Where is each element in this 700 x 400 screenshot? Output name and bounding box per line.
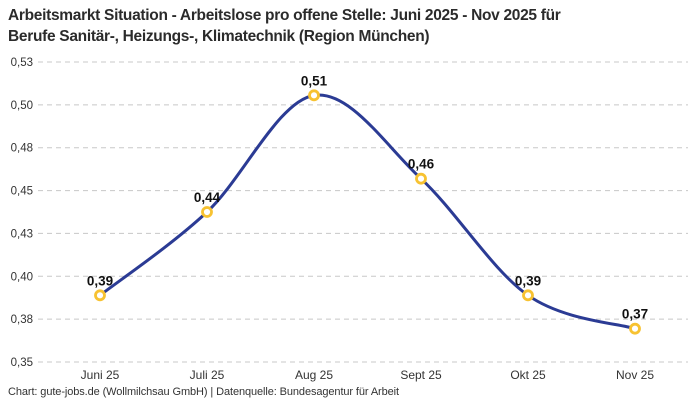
x-axis-tick-label: Juli 25 [190, 368, 225, 382]
data-point-value-label: 0,44 [194, 190, 221, 205]
data-point-value-label: 0,51 [301, 73, 328, 88]
x-axis-tick-label: Nov 25 [616, 368, 654, 382]
x-axis-tick-label: Sept 25 [400, 368, 442, 382]
data-point-value-label: 0,39 [87, 273, 113, 288]
chart-title-line1: Arbeitsmarkt Situation - Arbeitslose pro… [8, 7, 561, 24]
data-point-value-label: 0,46 [408, 157, 435, 172]
chart-title: Arbeitsmarkt Situation - Arbeitslose pro… [8, 5, 696, 47]
data-point-value-label: 0,37 [622, 307, 648, 322]
y-axis-tick-label: 0,53 [11, 57, 33, 69]
data-point-marker [94, 289, 106, 302]
y-axis-tick-label: 0,40 [11, 271, 33, 283]
x-axis-tick-label: Juni 25 [81, 368, 120, 382]
x-axis-tick-label: Okt 25 [510, 368, 546, 382]
y-axis-tick-label: 0,50 [11, 100, 33, 112]
data-point-marker [522, 289, 534, 302]
chart-title-line2: Berufe Sanitär-, Heizungs-, Klimatechnik… [8, 28, 430, 45]
y-axis-tick-label: 0,38 [11, 314, 33, 326]
y-axis-tick-label: 0,35 [11, 357, 33, 369]
data-point-marker [201, 206, 213, 218]
data-point-marker [308, 89, 320, 102]
data-point-marker [629, 322, 641, 335]
chart-footer-attribution: Chart: gute-jobs.de (Wollmilchsau GmbH) … [8, 386, 399, 398]
x-axis-tick-label: Aug 25 [295, 368, 333, 382]
data-series-line [98, 93, 637, 331]
y-axis-tick-label: 0,43 [11, 228, 33, 240]
data-point-marker [415, 172, 427, 185]
y-axis-tick-label: 0,48 [11, 143, 33, 155]
data-point-value-label: 0,39 [515, 273, 541, 288]
y-axis-tick-label: 0,45 [11, 186, 33, 198]
